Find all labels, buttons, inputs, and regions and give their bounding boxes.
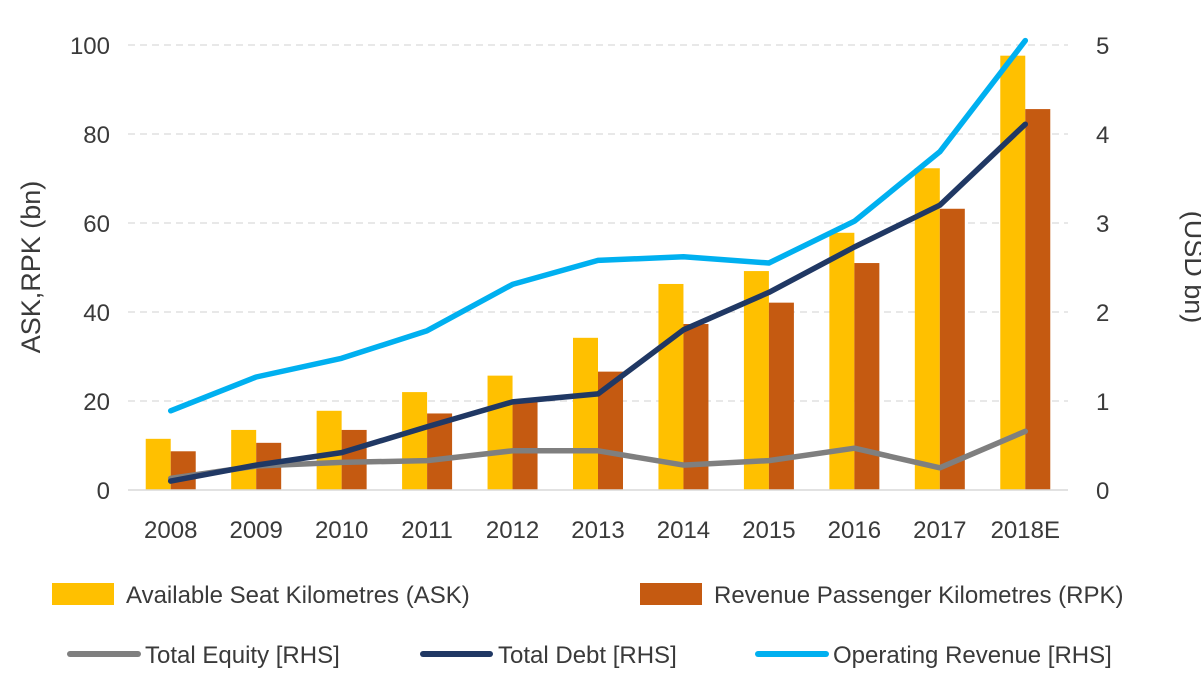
y-tick-label: 100 bbox=[70, 33, 110, 60]
bar bbox=[939, 208, 965, 490]
x-tick-label: 2008 bbox=[144, 517, 197, 544]
legend-label: Available Seat Kilometres (ASK) bbox=[126, 582, 470, 609]
x-tick-label: 2012 bbox=[486, 517, 539, 544]
y-tick-label: 20 bbox=[83, 389, 110, 416]
bar bbox=[743, 271, 769, 490]
legend-label: Operating Revenue [RHS] bbox=[833, 642, 1112, 669]
y2-axis-title: (USD bn) bbox=[1179, 211, 1201, 324]
bar bbox=[914, 168, 940, 490]
y-axis-title: ASK,RPK (bn) bbox=[16, 181, 46, 354]
y2-tick-label: 3 bbox=[1096, 211, 1109, 238]
y2-tick-label: 1 bbox=[1096, 389, 1109, 416]
bar bbox=[573, 337, 598, 490]
y2-tick-label: 4 bbox=[1096, 122, 1109, 149]
x-tick-label: 2017 bbox=[913, 517, 966, 544]
bar bbox=[658, 283, 684, 490]
y-tick-label: 40 bbox=[83, 300, 110, 327]
y-tick-label: 60 bbox=[83, 211, 110, 238]
series-line bbox=[167, 121, 1029, 484]
x-tick-label: 2014 bbox=[657, 517, 710, 544]
legend-label: Revenue Passenger Kilometres (RPK) bbox=[714, 582, 1124, 609]
bar bbox=[145, 438, 171, 490]
bars bbox=[145, 55, 1051, 491]
bar bbox=[170, 451, 196, 490]
series-line bbox=[167, 428, 1029, 482]
x-tick-label: 2018E bbox=[991, 517, 1060, 544]
x-tick-label: 2009 bbox=[229, 517, 282, 544]
series-line bbox=[167, 37, 1029, 414]
legend-label: Total Debt [RHS] bbox=[498, 642, 677, 669]
y2-tick-label: 0 bbox=[1096, 478, 1109, 505]
bar bbox=[231, 429, 257, 490]
legend-swatch bbox=[640, 583, 702, 605]
x-tick-label: 2010 bbox=[315, 517, 368, 544]
bar bbox=[487, 375, 513, 490]
gridlines bbox=[128, 44, 1068, 402]
x-tick-label: 2011 bbox=[401, 517, 453, 544]
legend-swatch bbox=[52, 583, 114, 605]
legend-label: Total Equity [RHS] bbox=[145, 642, 340, 669]
x-tick-label: 2015 bbox=[742, 517, 795, 544]
bar bbox=[854, 263, 880, 490]
bar bbox=[512, 401, 538, 490]
y-tick-label: 80 bbox=[83, 122, 110, 149]
y2-tick-label: 2 bbox=[1096, 300, 1109, 327]
y2-tick-label: 5 bbox=[1096, 33, 1109, 60]
x-tick-label: 2013 bbox=[571, 517, 624, 544]
legend: Available Seat Kilometres (ASK) Revenue P… bbox=[52, 582, 1124, 669]
x-tick-label: 2016 bbox=[828, 517, 881, 544]
y-tick-label: 0 bbox=[97, 478, 110, 505]
axes: 0 20 40 60 80 100 0 1 2 3 4 5 2008 2009 2010 2011 2012 20… bbox=[70, 33, 1109, 544]
bar bbox=[1025, 109, 1051, 490]
bar bbox=[1000, 55, 1026, 491]
bar bbox=[316, 410, 342, 490]
lines bbox=[167, 37, 1029, 484]
bar bbox=[402, 392, 428, 490]
